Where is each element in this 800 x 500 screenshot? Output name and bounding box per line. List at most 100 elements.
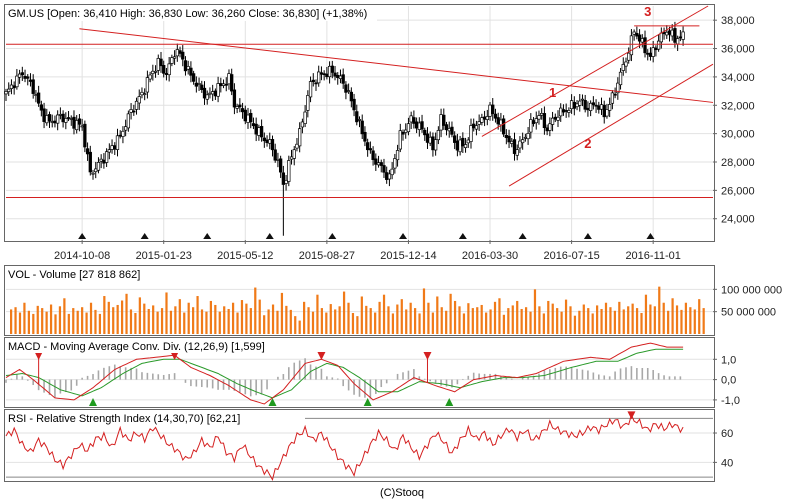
candle bbox=[629, 29, 634, 62]
candle-up bbox=[398, 130, 402, 150]
volume-bar bbox=[280, 292, 284, 334]
candle-up bbox=[629, 35, 634, 56]
volume-bar bbox=[231, 302, 235, 334]
candle bbox=[518, 136, 522, 154]
volume-bar bbox=[511, 305, 514, 334]
rsi-ytick-label: 60 bbox=[721, 428, 733, 440]
event-marker bbox=[458, 233, 467, 239]
candle bbox=[656, 34, 661, 52]
volume-bar bbox=[227, 308, 230, 334]
candle bbox=[153, 65, 158, 78]
candle-down bbox=[355, 111, 359, 123]
candle-up bbox=[276, 158, 280, 161]
volume-bar bbox=[693, 309, 696, 334]
candle bbox=[382, 158, 386, 178]
volume-bar bbox=[209, 300, 212, 334]
volume-bar bbox=[671, 298, 674, 334]
candle-down bbox=[23, 76, 27, 79]
candle bbox=[36, 85, 41, 107]
candle bbox=[230, 68, 234, 96]
candle-down bbox=[531, 120, 536, 124]
volume-bar bbox=[276, 310, 279, 334]
price-xtick-label: 2015-01-23 bbox=[136, 250, 192, 262]
volume-bar bbox=[271, 304, 275, 334]
candle-up bbox=[580, 98, 585, 101]
candle bbox=[534, 111, 538, 130]
candle-up bbox=[466, 139, 470, 144]
volume-bar bbox=[600, 308, 603, 334]
candle-up bbox=[295, 143, 299, 149]
candle-up bbox=[665, 31, 669, 36]
candle-up bbox=[393, 158, 397, 169]
volume-bar bbox=[125, 293, 128, 334]
volume-bar bbox=[649, 304, 652, 334]
candle-down bbox=[482, 116, 487, 120]
candle-up bbox=[15, 75, 19, 88]
candle bbox=[148, 71, 152, 83]
candle-up bbox=[175, 49, 179, 57]
candle-up bbox=[480, 117, 484, 123]
volume-bar bbox=[369, 308, 372, 334]
candle-up bbox=[428, 136, 432, 144]
candle bbox=[85, 142, 90, 161]
candle-up bbox=[436, 130, 441, 141]
candle-down bbox=[314, 82, 318, 85]
volume-bar bbox=[116, 304, 119, 334]
candle-down bbox=[545, 127, 549, 132]
event-marker bbox=[399, 233, 408, 239]
volume-bar bbox=[520, 308, 523, 334]
candle-down bbox=[366, 142, 370, 151]
volume-bar bbox=[622, 309, 625, 334]
volume-bar bbox=[405, 309, 408, 334]
volume-bar bbox=[613, 310, 616, 334]
candle bbox=[349, 87, 353, 108]
wave-label: 3 bbox=[644, 4, 651, 19]
candle-up bbox=[670, 29, 674, 37]
macd-ytick-label: -1,0 bbox=[721, 395, 740, 407]
candle-up bbox=[523, 136, 528, 139]
candle-up bbox=[110, 145, 114, 150]
candle-up bbox=[104, 151, 109, 163]
candle-up bbox=[621, 64, 625, 71]
candle-down bbox=[330, 65, 334, 73]
volume-bar bbox=[205, 311, 208, 334]
candle bbox=[96, 157, 101, 174]
candle bbox=[463, 137, 468, 153]
volume-bar bbox=[569, 306, 572, 334]
volume-bar bbox=[289, 309, 292, 334]
volume-bar bbox=[338, 306, 341, 334]
candle bbox=[406, 117, 411, 136]
volume-bar bbox=[609, 307, 612, 334]
candle-up bbox=[211, 91, 215, 95]
candle-down bbox=[88, 151, 92, 173]
candle bbox=[352, 93, 356, 117]
candle bbox=[537, 110, 541, 125]
candle-up bbox=[540, 112, 544, 116]
candle bbox=[137, 89, 141, 110]
candle-up bbox=[488, 104, 492, 117]
volume-bar bbox=[560, 311, 563, 334]
macd-sell-signal bbox=[34, 352, 43, 360]
candle-down bbox=[425, 133, 430, 143]
candle-down bbox=[453, 135, 457, 143]
candle-down bbox=[311, 79, 315, 83]
candle bbox=[474, 120, 479, 136]
volume-bar bbox=[254, 287, 257, 334]
candle-down bbox=[586, 107, 590, 111]
candle-up bbox=[80, 125, 84, 128]
candle-up bbox=[289, 156, 294, 160]
candle-down bbox=[20, 72, 24, 76]
candle bbox=[344, 81, 348, 100]
candle bbox=[477, 114, 481, 131]
candle-up bbox=[518, 140, 522, 149]
candle bbox=[15, 68, 19, 90]
candle-down bbox=[382, 165, 386, 173]
volume-bar bbox=[89, 302, 93, 334]
volume-bar bbox=[374, 312, 377, 334]
volume-bar bbox=[160, 308, 164, 334]
candle bbox=[529, 113, 533, 139]
trendline-channel-upper bbox=[481, 5, 709, 137]
volume-bar bbox=[18, 312, 22, 334]
volume-bar bbox=[378, 301, 381, 334]
candle-up bbox=[477, 121, 481, 125]
